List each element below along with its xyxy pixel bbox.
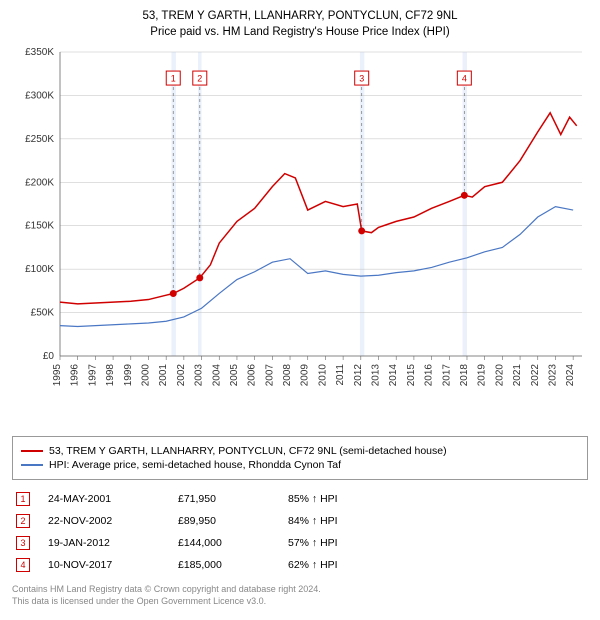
svg-text:2016: 2016	[424, 364, 435, 387]
svg-text:£50K: £50K	[31, 308, 55, 319]
price-chart: £0 £50K £100K £150K £200K £250K £300K £350K 1995…	[12, 46, 588, 426]
svg-text:1999: 1999	[123, 364, 134, 387]
svg-text:2: 2	[197, 74, 202, 84]
svg-text:2003: 2003	[194, 364, 205, 387]
svg-text:£150K: £150K	[25, 221, 54, 232]
sale-pct: 62% ↑ HPI	[288, 559, 388, 571]
svg-text:2023: 2023	[547, 364, 558, 387]
svg-text:£250K: £250K	[25, 134, 54, 145]
svg-text:£200K: £200K	[25, 177, 54, 188]
svg-text:2019: 2019	[477, 364, 488, 387]
svg-text:2012: 2012	[353, 364, 364, 387]
svg-text:£350K: £350K	[25, 47, 54, 58]
title-block: 53, TREM Y GARTH, LLANHARRY, PONTYCLUN, …	[12, 8, 588, 40]
svg-text:2006: 2006	[247, 364, 258, 387]
svg-text:1996: 1996	[70, 364, 81, 387]
title-line-1: 53, TREM Y GARTH, LLANHARRY, PONTYCLUN, …	[12, 8, 588, 24]
title-line-2: Price paid vs. HM Land Registry's House …	[12, 24, 588, 40]
svg-text:2001: 2001	[158, 364, 169, 387]
svg-text:£300K: £300K	[25, 91, 54, 102]
table-row: 1 24-MAY-2001 £71,950 85% ↑ HPI	[12, 488, 588, 510]
svg-text:2017: 2017	[441, 364, 452, 387]
sale-marker-icon: 1	[16, 492, 30, 506]
svg-text:2011: 2011	[335, 364, 346, 386]
legend-row: 53, TREM Y GARTH, LLANHARRY, PONTYCLUN, …	[21, 445, 579, 457]
legend: 53, TREM Y GARTH, LLANHARRY, PONTYCLUN, …	[12, 436, 588, 480]
svg-text:£0: £0	[43, 351, 55, 362]
svg-text:2000: 2000	[140, 364, 151, 387]
footer-line-1: Contains HM Land Registry data © Crown c…	[12, 584, 588, 596]
table-row: 2 22-NOV-2002 £89,950 84% ↑ HPI	[12, 510, 588, 532]
footer: Contains HM Land Registry data © Crown c…	[12, 584, 588, 607]
svg-text:2021: 2021	[512, 364, 523, 387]
svg-text:£100K: £100K	[25, 264, 54, 275]
svg-text:1997: 1997	[87, 364, 98, 387]
svg-text:2018: 2018	[459, 364, 470, 387]
svg-text:2020: 2020	[494, 364, 505, 387]
sale-price: £144,000	[178, 537, 288, 549]
legend-label: HPI: Average price, semi-detached house,…	[49, 459, 341, 471]
svg-text:2009: 2009	[300, 364, 311, 387]
sale-marker-icon: 2	[16, 514, 30, 528]
sales-table: 1 24-MAY-2001 £71,950 85% ↑ HPI 2 22-NOV…	[12, 488, 588, 576]
sale-marker-icon: 4	[16, 558, 30, 572]
svg-text:2008: 2008	[282, 364, 293, 387]
sale-pct: 57% ↑ HPI	[288, 537, 388, 549]
chart-container: 53, TREM Y GARTH, LLANHARRY, PONTYCLUN, …	[0, 0, 600, 616]
svg-text:2004: 2004	[211, 364, 222, 387]
svg-text:2005: 2005	[229, 364, 240, 387]
legend-label: 53, TREM Y GARTH, LLANHARRY, PONTYCLUN, …	[49, 445, 447, 457]
sale-date: 10-NOV-2017	[48, 559, 178, 571]
legend-row: HPI: Average price, semi-detached house,…	[21, 459, 579, 471]
svg-text:1995: 1995	[52, 364, 63, 387]
svg-text:2007: 2007	[264, 364, 275, 387]
sale-date: 24-MAY-2001	[48, 493, 178, 505]
table-row: 4 10-NOV-2017 £185,000 62% ↑ HPI	[12, 554, 588, 576]
sale-marker-icon: 3	[16, 536, 30, 550]
svg-text:2024: 2024	[565, 364, 576, 387]
svg-text:2010: 2010	[317, 364, 328, 387]
legend-swatch-hpi	[21, 464, 43, 466]
sale-date: 22-NOV-2002	[48, 515, 178, 527]
svg-text:2015: 2015	[406, 364, 417, 387]
sale-price: £185,000	[178, 559, 288, 571]
sale-price: £71,950	[178, 493, 288, 505]
svg-text:1998: 1998	[105, 364, 116, 387]
svg-text:2022: 2022	[530, 364, 541, 387]
svg-text:1: 1	[171, 74, 176, 84]
sale-date: 19-JAN-2012	[48, 537, 178, 549]
sale-pct: 85% ↑ HPI	[288, 493, 388, 505]
svg-text:2014: 2014	[388, 364, 399, 387]
legend-swatch-property	[21, 450, 43, 452]
table-row: 3 19-JAN-2012 £144,000 57% ↑ HPI	[12, 532, 588, 554]
svg-text:2002: 2002	[176, 364, 187, 387]
svg-text:2013: 2013	[371, 364, 382, 387]
svg-text:4: 4	[462, 74, 467, 84]
footer-line-2: This data is licensed under the Open Gov…	[12, 596, 588, 608]
sale-price: £89,950	[178, 515, 288, 527]
svg-text:3: 3	[359, 74, 364, 84]
sale-pct: 84% ↑ HPI	[288, 515, 388, 527]
chart-svg: £0 £50K £100K £150K £200K £250K £300K £350K 1995…	[12, 46, 588, 426]
